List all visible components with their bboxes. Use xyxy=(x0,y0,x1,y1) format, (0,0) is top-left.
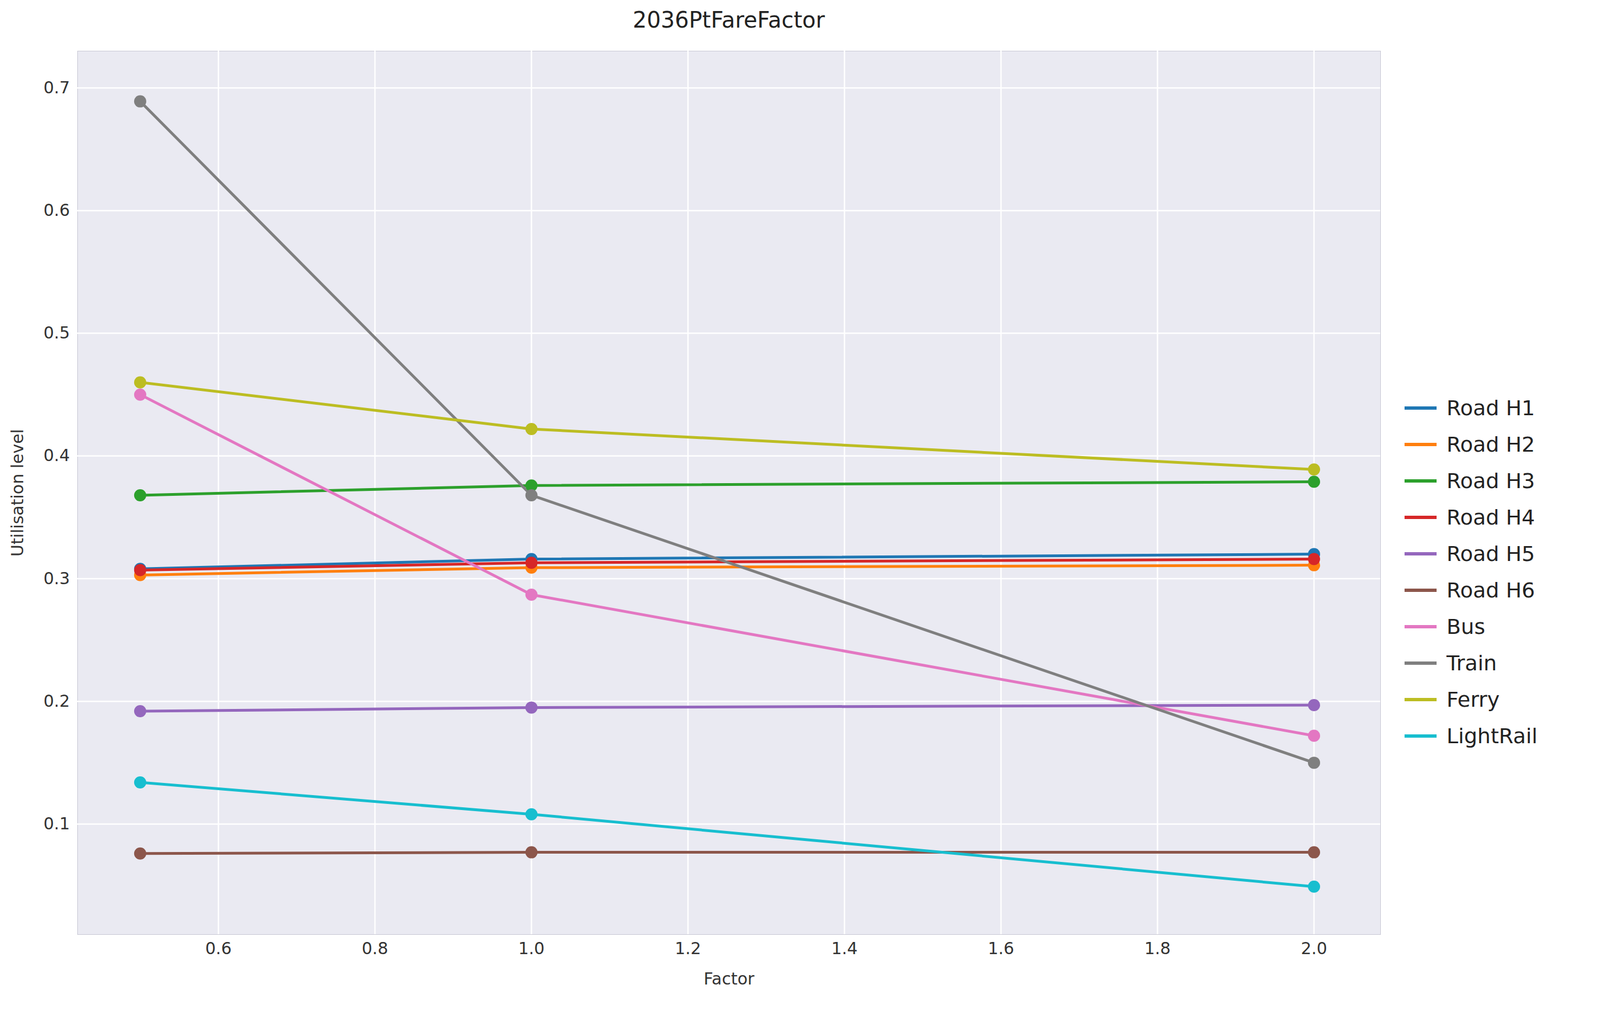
html-text:LightRail: LightRail xyxy=(1446,723,1538,749)
svg-text:0.5: 0.5 xyxy=(43,322,71,343)
svg-text:0.6: 0.6 xyxy=(43,200,71,220)
svg-text:1.8: 1.8 xyxy=(1144,938,1172,958)
svg-text:0.3: 0.3 xyxy=(43,568,71,588)
html-text:Road H2: Road H2 xyxy=(1446,432,1535,457)
html-text:Bus: Bus xyxy=(1446,614,1486,639)
html-text:Road H5: Road H5 xyxy=(1446,541,1535,566)
html-text:Ferry: Ferry xyxy=(1446,687,1500,712)
html-text:Train: Train xyxy=(1446,650,1497,676)
svg-text:1.4: 1.4 xyxy=(831,938,858,958)
html-text:Road H3: Road H3 xyxy=(1446,468,1535,494)
svg-text:Factor: Factor xyxy=(703,968,755,989)
svg-text:0.1: 0.1 xyxy=(43,813,71,834)
svg-text:0.7: 0.7 xyxy=(43,77,71,98)
html-text:Road H1: Road H1 xyxy=(1446,395,1535,421)
svg-text:0.4: 0.4 xyxy=(43,445,71,465)
svg-text:1.6: 1.6 xyxy=(987,938,1015,958)
svg-text:2.0: 2.0 xyxy=(1300,938,1328,958)
svg-text:1.0: 1.0 xyxy=(518,938,545,958)
svg-text:0.6: 0.6 xyxy=(205,938,232,958)
svg-text:0.8: 0.8 xyxy=(361,938,389,958)
html-text:Road H4: Road H4 xyxy=(1446,505,1535,530)
html-text:Road H6: Road H6 xyxy=(1446,578,1535,603)
svg-text:0.2: 0.2 xyxy=(43,691,71,711)
svg-text:Utilisation level: Utilisation level xyxy=(7,428,28,557)
svg-text:1.2: 1.2 xyxy=(674,938,702,958)
html-text:2036PtFareFactor: 2036PtFareFactor xyxy=(632,7,825,33)
